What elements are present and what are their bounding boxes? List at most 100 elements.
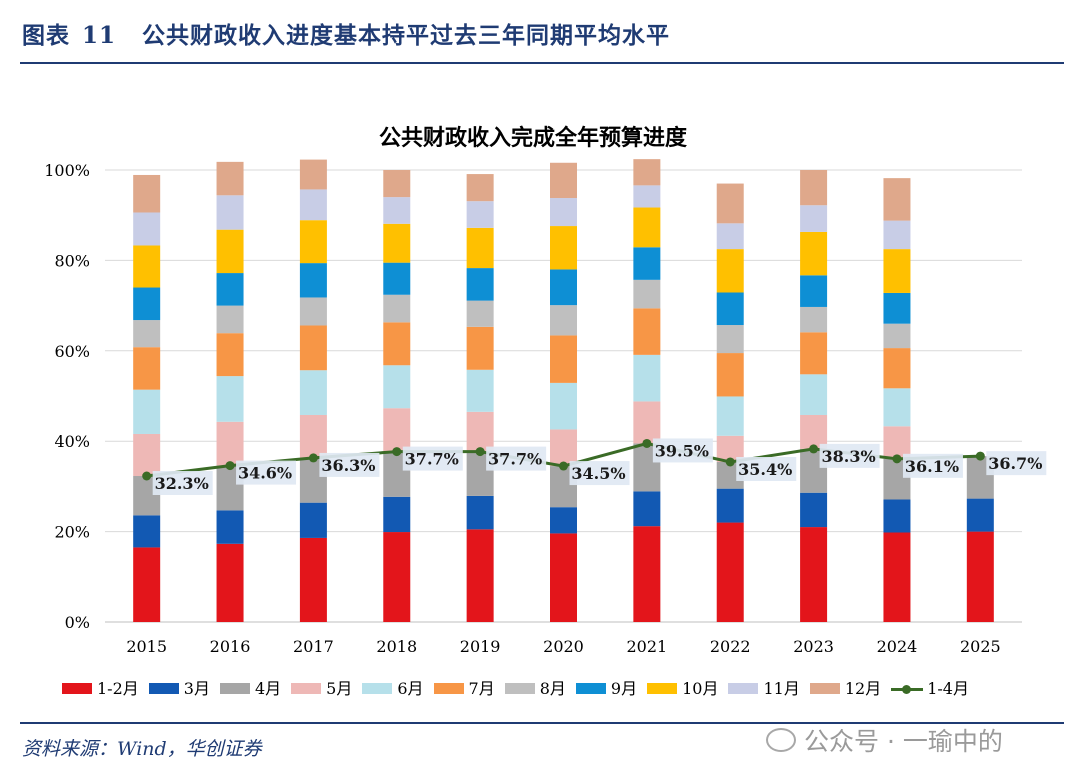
figure-prefix: 图表 [22,22,70,49]
line-point [392,447,402,457]
bar-segment [383,365,411,409]
bar-segment [716,292,744,326]
bar-segment [716,183,744,224]
bar-segment [716,488,744,523]
legend-label: 1-4月 [927,679,969,698]
bar-segment [133,320,161,348]
legend-swatch [728,683,759,694]
legend-swatch [647,683,678,694]
bar-segment [633,247,661,280]
x-tick-label: 2024 [877,637,918,656]
data-label: 36.7% [988,454,1042,473]
bar-segment [800,306,828,333]
bar-segment [800,205,828,232]
y-tick-label: 80% [54,251,90,270]
bar-segment [800,170,828,206]
data-label-box [486,446,547,471]
legend-item: 9月 [575,675,638,699]
bar-segment [716,353,744,397]
legend-swatch [219,683,250,694]
x-tick-label: 2015 [126,637,167,656]
line-point [642,438,652,448]
bar-segment [299,414,327,458]
bar-segment [550,226,577,270]
bar-segment [383,197,411,224]
data-label-box [402,446,463,471]
legend-swatch [809,683,840,694]
data-label: 32.3% [155,474,209,493]
bar-segment [299,502,327,538]
bar-segment [383,408,411,452]
x-tick-label: 2023 [793,637,834,656]
bar-segment [299,263,327,298]
legend-swatch [291,683,322,694]
bar-segment [800,332,828,375]
line-point [892,454,902,464]
data-label: 34.5% [571,464,625,483]
y-tick-label: 60% [54,342,90,361]
watermark: 公众号 · 一瑜中的 [766,722,1003,758]
bar-segment [800,231,828,276]
chart-legend: 1-2月 3月 4月 5月 6月 7月 8月 9月 10月 11月 12月 1-4月 [62,675,1062,699]
bar-segment [383,496,411,533]
bar-segment [716,249,744,293]
bar-segment [216,543,244,622]
line-point [475,447,485,457]
bar-segment [633,491,661,527]
y-tick-label: 0% [65,613,90,632]
bar-segment [633,354,661,402]
bar-segment [883,348,911,389]
legend-label: 6月 [397,679,424,698]
legend-swatch [504,683,535,694]
data-label: 34.6% [238,464,292,483]
data-label: 36.3% [321,456,375,475]
footer-rule [20,722,1064,724]
legend-label: 3月 [183,679,210,698]
bar-segment [133,245,161,288]
bar-segment [716,396,744,436]
legend-label: 1-2月 [97,679,139,698]
line-point [725,457,735,467]
x-tick-label: 2022 [710,637,751,656]
bar-segment [800,527,828,622]
x-tick-label: 2020 [543,637,584,656]
legend-item: 7月 [433,675,495,699]
bar-segment [800,374,828,415]
legend-label: 11月 [763,679,800,698]
bar-segment [633,401,661,444]
source-note: 资料来源：Wind，华创证券 [22,738,262,760]
bar-segment [883,388,911,427]
bar-segment [133,212,161,246]
legend-label: 8月 [539,679,566,698]
bar-segment [550,382,577,430]
data-label-box [652,438,713,463]
bar-segment [216,421,244,466]
bar-segment [550,198,577,227]
legend-item: 12月 [809,675,881,699]
bar-segment [966,498,994,532]
bar-segment [800,275,828,307]
bar-segment [383,262,411,295]
legend-label: 4月 [254,679,282,698]
watermark-text: 公众号 · 一瑜中的 [804,727,1003,756]
bar-segment [633,207,661,248]
data-label: 38.3% [822,447,876,466]
bar-segment [133,174,161,213]
line-point [809,444,819,454]
line-point [308,453,318,463]
data-label-box [902,453,963,478]
bar-segment [466,326,494,370]
bar-segment [216,161,244,196]
x-tick-label: 2025 [960,637,1001,656]
figure-title: 公共财政收入进度基本持平过去三年同期平均水平 [142,22,671,49]
legend-label: 9月 [610,679,638,698]
bar-segment [383,223,411,263]
line-point [225,461,235,471]
bar-segment [216,273,244,306]
legend-swatch [433,683,464,694]
x-axis: 2015 2016 2017 2018 2019 2020 2021 2022 2023 2024… [126,637,1000,656]
bar-segment [883,292,911,324]
x-tick-label: 2017 [293,637,334,656]
bar-segment [883,178,911,221]
